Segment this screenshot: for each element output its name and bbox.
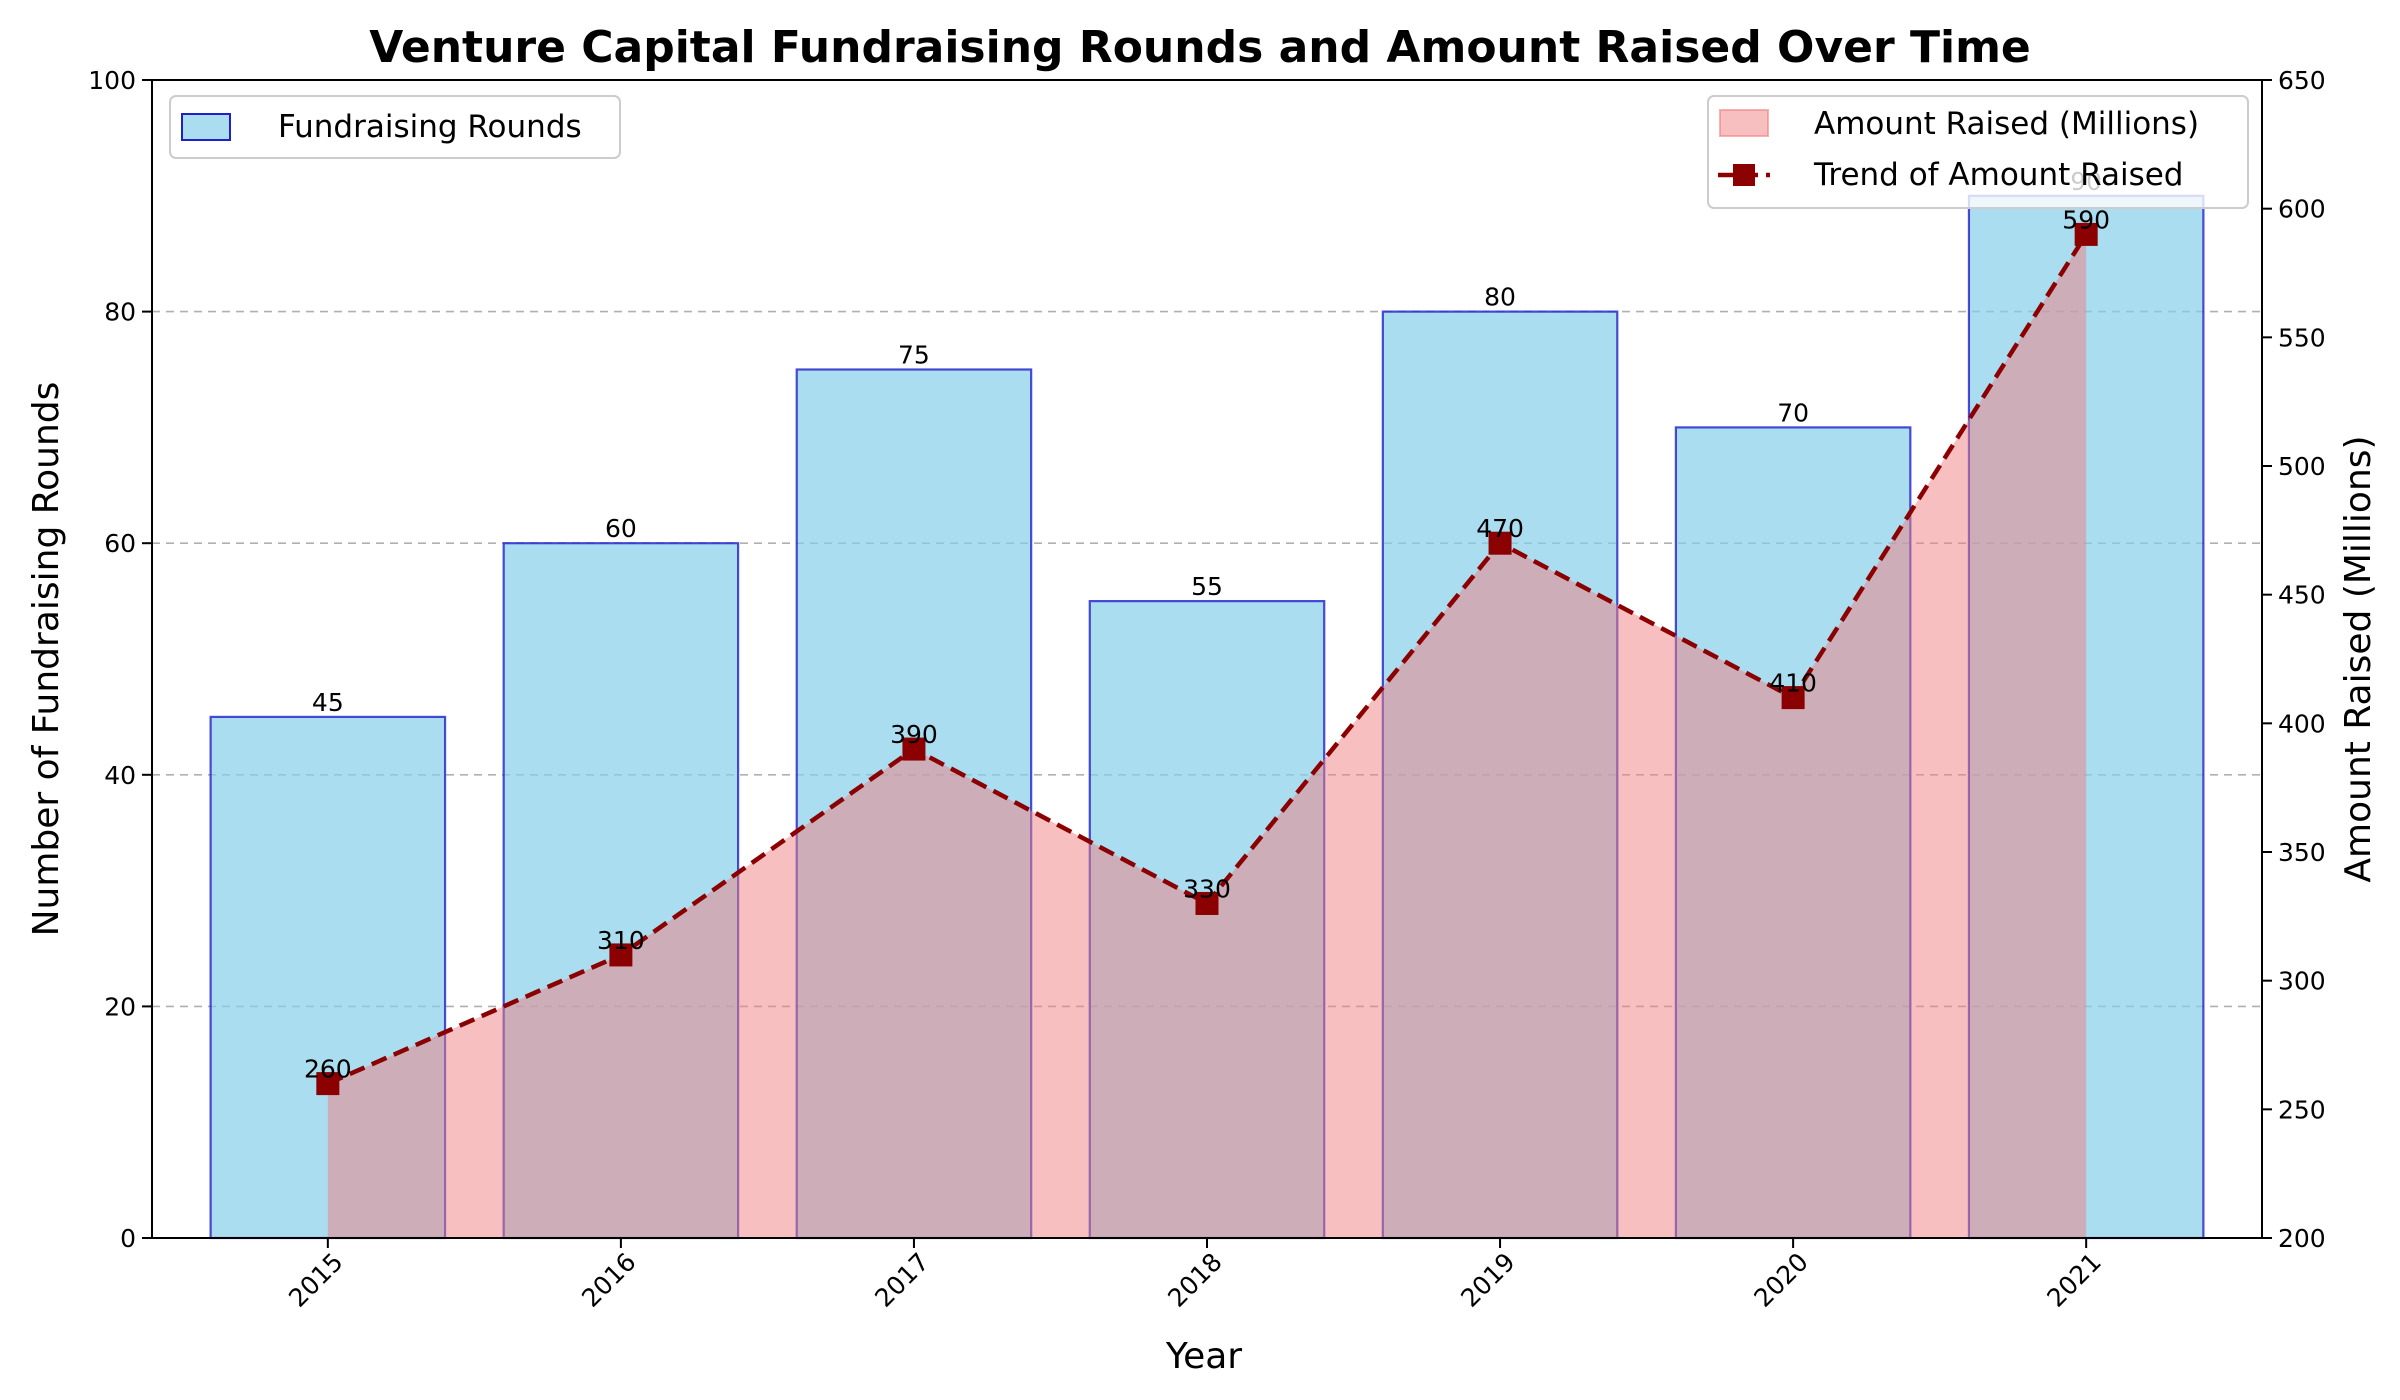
- amount-value-label-2019: 470: [1476, 514, 1524, 543]
- x-axis-label: Year: [1165, 1336, 1242, 1377]
- trend-marker-2020: [1781, 686, 1805, 710]
- amount-value-label-2015: 260: [304, 1055, 352, 1084]
- y-right-tick-label-650: 650: [2278, 66, 2326, 95]
- y-right-tick-label-200: 200: [2278, 1224, 2326, 1253]
- legend-right-box: [1707, 95, 2249, 209]
- y-right-tick-label-550: 550: [2278, 323, 2326, 352]
- bar-value-label-2020: 70: [1777, 398, 1809, 427]
- y-tick-label-100: 100: [88, 66, 136, 95]
- bar-value-label-2015: 45: [312, 688, 344, 717]
- x-tick-label-2017: 2017: [869, 1247, 934, 1312]
- y-tick-label-0: 0: [120, 1224, 136, 1253]
- x-tick-label-2018: 2018: [1162, 1247, 1227, 1312]
- trend-marker-2016: [609, 943, 633, 967]
- y-right-tick-label-500: 500: [2278, 452, 2326, 481]
- bar-value-label-2018: 55: [1191, 572, 1223, 601]
- amount-value-label-2017: 390: [890, 720, 938, 749]
- trend-marker-2018: [1195, 891, 1219, 915]
- legend-label-trend: Trend of Amount Raised: [1813, 157, 2183, 193]
- x-tick-label-2021: 2021: [2041, 1247, 2106, 1312]
- y-right-tick-label-450: 450: [2278, 581, 2326, 610]
- legend-left-box: [169, 95, 621, 159]
- y-right-tick-label-350: 350: [2278, 838, 2326, 867]
- area-layer: [327, 234, 2087, 1238]
- legend-label-amount: Amount Raised (Millions): [1814, 106, 2199, 142]
- trend-marker-2019: [1488, 531, 1512, 555]
- y-tick-label-20: 20: [104, 992, 136, 1021]
- y-right-tick-label-400: 400: [2278, 709, 2326, 738]
- trend-marker-2021: [2074, 222, 2098, 246]
- y-tick-label-60: 60: [104, 529, 136, 558]
- x-tick-label-2020: 2020: [1748, 1247, 1813, 1312]
- y-axis-label: Number of Fundraising Rounds: [26, 382, 67, 937]
- legend-label-rounds: Fundraising Rounds: [278, 109, 582, 145]
- x-tick-label-2019: 2019: [1455, 1247, 1520, 1312]
- x-tick-label-2015: 2015: [283, 1247, 348, 1312]
- y-right-tick-label-250: 250: [2278, 1095, 2326, 1124]
- bar-value-label-2019: 80: [1484, 283, 1516, 312]
- legend-swatch-amount: [1719, 109, 1769, 137]
- line-layer: [316, 222, 2098, 1096]
- amount-value-label-2018: 330: [1183, 874, 1231, 903]
- legend-right: Amount Raised (Millions) Trend of Amount …: [1707, 95, 2249, 209]
- y-right-tick-label-300: 300: [2278, 967, 2326, 996]
- bar-value-label-2017: 75: [898, 341, 930, 370]
- y-tick-label-80: 80: [104, 298, 136, 327]
- trend-marker-2015: [316, 1072, 340, 1096]
- amount-value-label-2020: 410: [1769, 669, 1817, 698]
- x-tick-label-2016: 2016: [576, 1247, 641, 1312]
- y-axis-label-right: Amount Raised (Millions): [2338, 435, 2379, 882]
- area-amount-raised: [327, 234, 2087, 1238]
- legend-swatch-trend-marker: [1733, 164, 1755, 186]
- y-right-tick-label-600: 600: [2278, 195, 2326, 224]
- bar-value-label-2016: 60: [605, 514, 637, 543]
- legend-swatch-rounds: [181, 113, 231, 141]
- amount-value-label-2021: 590: [2062, 205, 2110, 234]
- amount-value-label-2016: 310: [597, 926, 645, 955]
- legend-left: Fundraising Rounds: [169, 95, 621, 159]
- trend-marker-2017: [902, 737, 926, 761]
- chart-title: Venture Capital Fundraising Rounds and A…: [369, 22, 2031, 73]
- y-tick-label-40: 40: [104, 761, 136, 790]
